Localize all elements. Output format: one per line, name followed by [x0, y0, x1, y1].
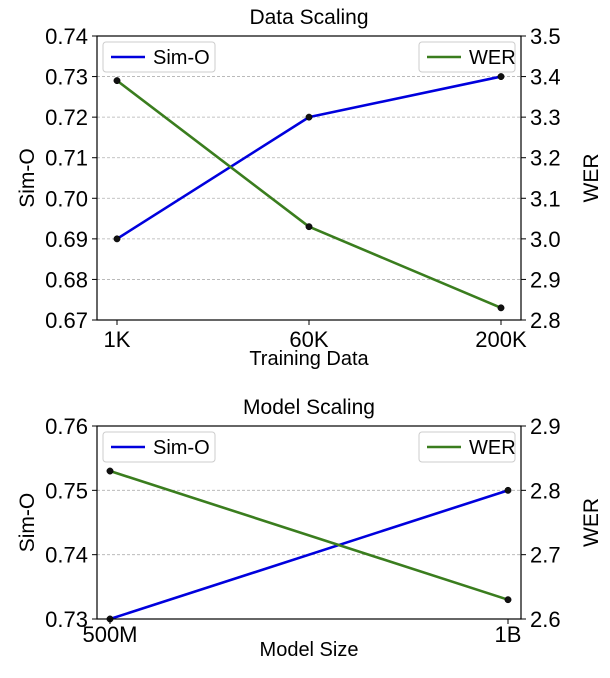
plot-frame: [96, 35, 522, 321]
legend-label: Sim-O: [153, 47, 210, 69]
legend-box: [418, 431, 516, 463]
right-tick-label: 3.4: [530, 65, 561, 90]
left-tick-label: 0.71: [45, 146, 88, 171]
legend-wer: WER: [418, 41, 516, 73]
x-tick-label: 60K: [289, 327, 328, 352]
right-tick-label: 3.2: [530, 146, 561, 171]
left-tick-label: 0.76: [45, 414, 88, 439]
data-point: [504, 596, 512, 604]
legend-box: [102, 41, 216, 73]
left-tick-label: 0.73: [45, 607, 88, 632]
data-point: [106, 467, 114, 475]
x-axis-label: Model Size: [260, 639, 359, 661]
plot-frame: [96, 425, 522, 620]
left-tick-label: 0.75: [45, 478, 88, 503]
right-axis-label: WER: [580, 498, 603, 547]
chart-title: Model Scaling: [243, 396, 375, 419]
data-point: [305, 113, 313, 121]
left-tick-label: 0.73: [45, 65, 88, 90]
legend-sim-o: Sim-O: [102, 41, 216, 73]
legend-label: Sim-O: [153, 437, 210, 459]
series-line-wer: [109, 469, 509, 601]
data-point: [497, 73, 505, 81]
legend-label: WER: [469, 437, 516, 459]
x-tick-label: 1B: [495, 622, 522, 647]
chart-panel-1: 0.73 0.74 0.75 0.76 2.6 2.7 2.8 2.9 500M 1B Model …: [16, 396, 603, 661]
x-tick-label: 200K: [475, 327, 527, 352]
x-axis-label: Training Data: [249, 348, 369, 370]
right-tick-label: 3.1: [530, 186, 561, 211]
right-tick-label: 2.9: [530, 267, 561, 292]
data-point: [497, 304, 505, 312]
left-tick-label: 0.68: [45, 267, 88, 292]
legend-wer: WER: [418, 431, 516, 463]
left-tick-label: 0.69: [45, 227, 88, 252]
data-point: [113, 235, 121, 243]
data-point: [305, 223, 313, 231]
chart-panel-0: 0.67 0.68 0.69 0.70 0.71 0.72 0.73 0.74 2.8 2.9 3.…: [16, 6, 603, 370]
right-tick-label: 2.9: [530, 414, 561, 439]
left-tick-label: 0.74: [45, 24, 88, 49]
right-tick-label: 3.5: [530, 24, 561, 49]
data-point: [504, 486, 512, 494]
left-tick-label: 0.67: [45, 308, 88, 333]
legend-box: [418, 41, 516, 73]
left-tick-label: 0.72: [45, 105, 88, 130]
right-tick-label: 2.8: [530, 308, 561, 333]
right-tick-label: 3.0: [530, 227, 561, 252]
left-axis-label: Sim-O: [16, 148, 39, 208]
right-tick-label: 2.8: [530, 478, 561, 503]
right-tick-label: 3.3: [530, 105, 561, 130]
left-tick-label: 0.74: [45, 543, 88, 568]
right-tick-label: 2.7: [530, 543, 561, 568]
left-axis-label: Sim-O: [16, 493, 39, 553]
legend-sim-o: Sim-O: [102, 431, 216, 463]
chart-title: Data Scaling: [249, 6, 368, 29]
legend-box: [102, 431, 216, 463]
series-line-sim-o: [109, 489, 509, 621]
right-tick-label: 2.6: [530, 607, 561, 632]
left-tick-label: 0.70: [45, 186, 88, 211]
x-tick-label: 1K: [104, 327, 131, 352]
legend-label: WER: [469, 47, 516, 69]
data-point: [113, 77, 121, 85]
x-tick-label: 500M: [82, 622, 137, 647]
right-axis-label: WER: [580, 154, 603, 203]
